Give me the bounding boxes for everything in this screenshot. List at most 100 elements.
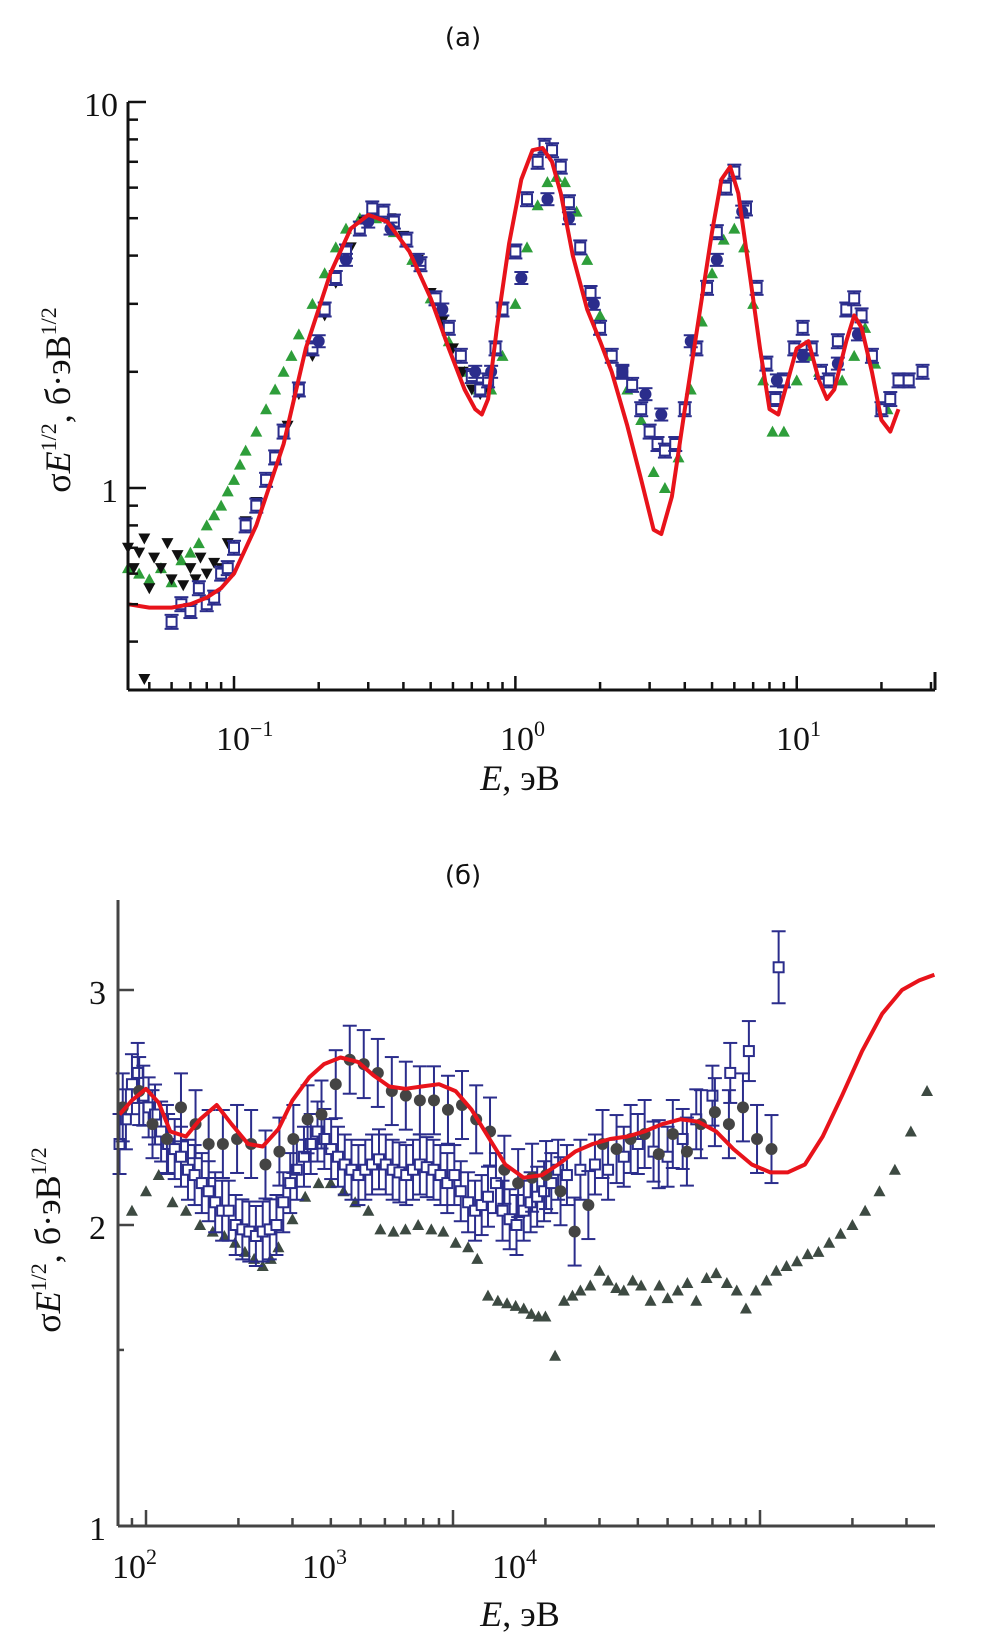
panel-b-point-triangle-up xyxy=(681,1276,694,1288)
panel-b-point-open-square xyxy=(168,1143,181,1156)
panel-a-point-open-square xyxy=(531,155,544,168)
panel-b-point-filled-circle xyxy=(512,1177,525,1190)
panel-a-point-open-square xyxy=(377,205,390,218)
panel-a-point-triangle-up xyxy=(285,349,298,361)
panel-b-point-triangle-up xyxy=(517,1302,530,1314)
panel-a-point-open-square xyxy=(584,287,597,300)
panel-b-point-filled-circle xyxy=(568,1225,581,1238)
panel-a-point-open-square xyxy=(221,562,234,575)
panel-a-point-triangle-down xyxy=(189,574,202,586)
panel-b-point-open-square xyxy=(617,1150,630,1163)
panel-a-point-open-square xyxy=(831,335,844,348)
panel-a-point-open-square xyxy=(442,321,455,334)
panel-a-xtick-0.1: 10−1 xyxy=(216,716,273,758)
panel-b-point-triangle-up xyxy=(749,1284,762,1296)
panel-a-point-open-square xyxy=(840,303,853,316)
panel-b-point-triangle-up xyxy=(152,1169,165,1181)
panel-b-point-triangle-up xyxy=(387,1225,400,1237)
panel-a-point-triangle-up xyxy=(558,176,571,188)
panel-b-point-triangle-up xyxy=(558,1294,571,1306)
panel-b-point-triangle-up xyxy=(720,1276,733,1288)
panel-b-point-triangle-up xyxy=(760,1274,773,1286)
panel-b-point-open-square xyxy=(202,1185,215,1198)
panel-b-point-filled-circle xyxy=(708,1106,721,1119)
panel-b-point-triangle-up xyxy=(644,1294,657,1306)
panel-a-point-triangle-down xyxy=(143,583,156,595)
panel-b-point-open-square xyxy=(222,1204,235,1217)
panel-a-point-triangle-up xyxy=(208,509,221,521)
panel-a-point-open-square xyxy=(509,245,522,258)
panel-a: (a) 10 1 10−1 100 101 E, эВ σE1/2, б·эВ1… xyxy=(36,23,937,798)
panel-b-point-open-square xyxy=(538,1185,551,1198)
panel-a-axes xyxy=(126,102,937,692)
panel-b-point-open-square xyxy=(284,1177,297,1190)
panel-a-point-open-square xyxy=(192,582,205,595)
panel-a-point-triangle-up xyxy=(239,444,252,456)
panel-a-point-open-square xyxy=(884,393,897,406)
panel-b-point-triangle-up xyxy=(661,1292,674,1304)
panel-a-point-triangle-down xyxy=(161,538,174,550)
panel-a-theory-fit-line xyxy=(127,146,901,610)
panel-b-point-filled-circle xyxy=(722,1118,735,1131)
panel-a-point-triangle-up xyxy=(706,267,719,279)
panel-a-marks xyxy=(122,137,930,686)
panel-a-xtick-10: 101 xyxy=(776,716,821,758)
panel-a-point-triangle-up xyxy=(647,466,660,478)
panel-b-y-tick-labels: 3 2 1 xyxy=(89,975,106,1548)
panel-a-point-triangle-up xyxy=(250,425,263,437)
panel-a-point-triangle-up xyxy=(521,241,534,253)
panel-b-point-triangle-up xyxy=(462,1241,475,1253)
panel-a-point-filled-circle xyxy=(515,271,528,284)
panel-a-ytick-10: 10 xyxy=(84,87,118,124)
panel-b-point-triangle-up xyxy=(566,1289,579,1301)
panel-a-point-filled-circle xyxy=(770,374,783,387)
panel-b-point-triangle-up xyxy=(859,1204,872,1216)
panel-b-point-triangle-up xyxy=(602,1274,615,1286)
panel-a-point-triangle-up xyxy=(541,176,554,188)
panel-a-ytick-1: 1 xyxy=(101,473,118,510)
panel-b-point-triangle-up xyxy=(653,1279,666,1291)
panel-b-point-triangle-up xyxy=(272,1241,285,1253)
panel-b-point-open-square xyxy=(131,1066,144,1079)
panel-b-point-open-square xyxy=(331,1150,344,1163)
panel-b-point-triangle-up xyxy=(374,1223,387,1235)
panel-b-ytick-1: 1 xyxy=(89,1511,106,1548)
panel-a-xtick-1: 100 xyxy=(500,716,545,758)
panel-b-point-triangle-up xyxy=(921,1085,934,1097)
panel-b-point-open-square xyxy=(462,1196,475,1209)
panel-a-point-open-square xyxy=(562,196,575,209)
panel-a-point-triangle-up xyxy=(292,328,305,340)
panel-b-point-triangle-up xyxy=(337,1185,350,1197)
panel-b-point-triangle-up xyxy=(904,1125,917,1137)
panel-b-point-triangle-up xyxy=(873,1185,886,1197)
panel-b-point-triangle-up xyxy=(206,1225,219,1237)
panel-a-label: (a) xyxy=(445,23,481,53)
panel-a-point-open-square xyxy=(822,374,835,387)
panel-b-point-triangle-up xyxy=(491,1294,504,1306)
panel-b-point-open-square xyxy=(142,1101,155,1114)
panel-b-point-triangle-up xyxy=(166,1196,179,1208)
panel-b-x-tick-labels: 102 103 104 xyxy=(112,1544,537,1586)
panel-a-point-triangle-down xyxy=(184,563,197,575)
panel-b-point-triangle-up xyxy=(584,1279,597,1291)
panel-b-point-filled-circle xyxy=(202,1137,215,1150)
panel-b-point-triangle-up xyxy=(425,1223,438,1235)
panel-b-point-triangle-up xyxy=(574,1284,587,1296)
panel-b-point-triangle-up xyxy=(770,1264,783,1276)
panel-b-point-filled-circle xyxy=(146,1118,159,1131)
panel-b-point-triangle-up xyxy=(549,1349,562,1361)
panel-b-series-filled-circles-with-errorbars xyxy=(115,1024,779,1267)
panel-b-point-open-square xyxy=(188,1169,201,1182)
panel-a-point-triangle-up xyxy=(777,425,790,437)
panel-b-point-triangle-up xyxy=(700,1272,713,1284)
panel-b-point-triangle-up xyxy=(539,1310,552,1322)
panel-a-point-triangle-up xyxy=(509,297,522,309)
panel-b-point-triangle-up xyxy=(312,1177,325,1189)
panel-a-point-open-square xyxy=(228,541,241,554)
panel-a-point-triangle-up xyxy=(200,519,213,531)
panel-b-point-triangle-up xyxy=(846,1219,859,1230)
panel-a-point-open-square xyxy=(643,425,656,438)
panel-b-point-triangle-up xyxy=(180,1204,193,1216)
panel-b-point-open-square xyxy=(441,1177,454,1190)
